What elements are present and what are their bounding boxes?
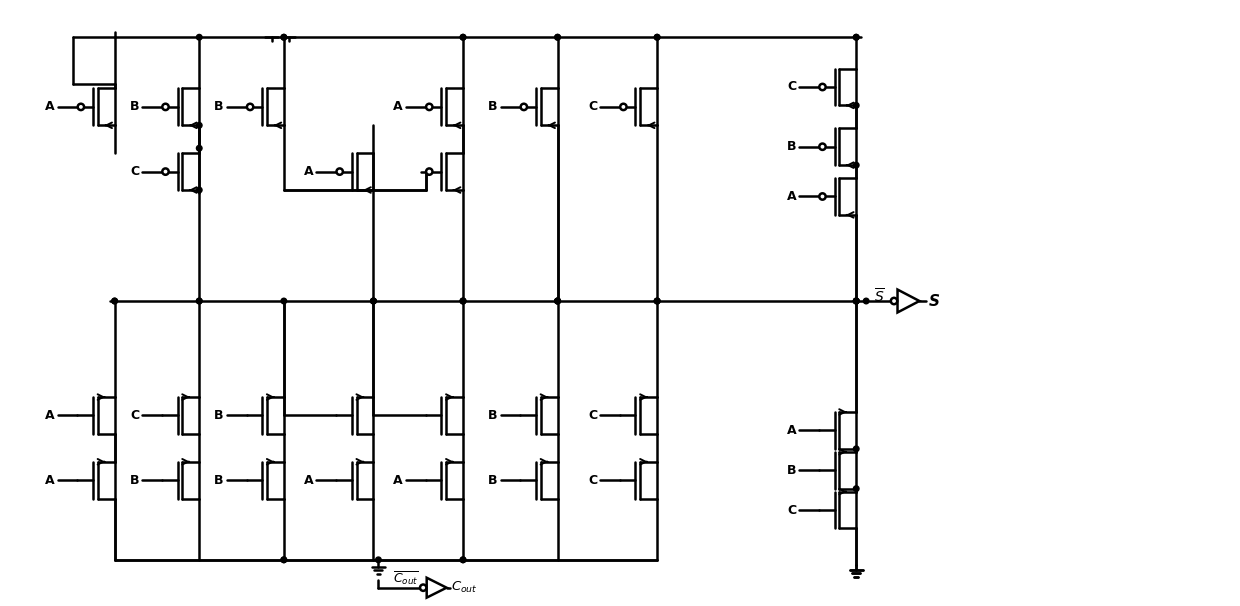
- Circle shape: [196, 35, 202, 40]
- Text: C: C: [130, 409, 139, 422]
- Text: A: A: [304, 165, 314, 178]
- Circle shape: [427, 168, 433, 175]
- Circle shape: [281, 557, 286, 562]
- Text: B: B: [786, 464, 796, 477]
- Text: C: C: [787, 504, 796, 516]
- Text: B: B: [489, 409, 497, 422]
- Circle shape: [820, 84, 826, 90]
- Circle shape: [620, 104, 626, 110]
- Circle shape: [371, 298, 376, 304]
- Circle shape: [460, 298, 466, 304]
- Circle shape: [554, 298, 560, 304]
- Circle shape: [655, 298, 660, 304]
- Circle shape: [863, 298, 869, 304]
- Circle shape: [853, 298, 859, 304]
- Circle shape: [853, 446, 859, 451]
- Text: B: B: [215, 474, 224, 487]
- Text: B: B: [489, 474, 497, 487]
- Text: A: A: [45, 101, 55, 113]
- Circle shape: [196, 187, 202, 193]
- Circle shape: [281, 557, 286, 562]
- Circle shape: [853, 298, 859, 304]
- Circle shape: [554, 298, 560, 304]
- Circle shape: [371, 298, 376, 304]
- Text: $\overline{C_{out}}$: $\overline{C_{out}}$: [393, 569, 419, 587]
- Circle shape: [820, 193, 826, 199]
- Circle shape: [196, 122, 202, 128]
- Text: A: A: [45, 409, 55, 422]
- Circle shape: [853, 298, 859, 304]
- Text: B: B: [215, 101, 224, 113]
- Circle shape: [162, 104, 169, 110]
- Circle shape: [853, 486, 859, 491]
- Text: A: A: [786, 424, 796, 437]
- Circle shape: [853, 35, 859, 40]
- Text: C: C: [588, 409, 598, 422]
- Text: C: C: [588, 101, 598, 113]
- Text: B: B: [489, 101, 497, 113]
- Text: S: S: [929, 293, 940, 308]
- Circle shape: [460, 557, 466, 562]
- Circle shape: [554, 298, 560, 304]
- Circle shape: [460, 298, 466, 304]
- Text: B: B: [786, 140, 796, 153]
- Circle shape: [820, 144, 826, 150]
- Circle shape: [78, 104, 84, 110]
- Circle shape: [655, 298, 660, 304]
- Text: $\overline{S}$: $\overline{S}$: [874, 287, 884, 305]
- Circle shape: [247, 104, 253, 110]
- Circle shape: [336, 168, 343, 175]
- Text: B: B: [130, 474, 139, 487]
- Circle shape: [853, 162, 859, 168]
- Circle shape: [655, 298, 660, 304]
- Text: B: B: [215, 409, 224, 422]
- Circle shape: [196, 298, 202, 304]
- Circle shape: [371, 298, 376, 304]
- Circle shape: [460, 35, 466, 40]
- Circle shape: [162, 168, 169, 175]
- Text: A: A: [393, 474, 403, 487]
- Text: C: C: [787, 81, 796, 93]
- Circle shape: [420, 585, 427, 591]
- Circle shape: [655, 35, 660, 40]
- Circle shape: [376, 557, 381, 562]
- Circle shape: [281, 35, 286, 40]
- Circle shape: [112, 298, 118, 304]
- Text: A: A: [393, 101, 403, 113]
- Circle shape: [112, 298, 118, 304]
- Text: C: C: [588, 474, 598, 487]
- Circle shape: [281, 298, 286, 304]
- Circle shape: [655, 35, 660, 40]
- Circle shape: [281, 35, 286, 40]
- Circle shape: [890, 298, 898, 304]
- Circle shape: [427, 104, 433, 110]
- Text: A: A: [45, 474, 55, 487]
- Circle shape: [554, 35, 560, 40]
- Circle shape: [554, 35, 560, 40]
- Circle shape: [196, 145, 202, 151]
- Circle shape: [460, 557, 466, 562]
- Text: $C_{out}$: $C_{out}$: [451, 580, 477, 595]
- Circle shape: [460, 35, 466, 40]
- Text: A: A: [786, 190, 796, 203]
- Circle shape: [554, 298, 560, 304]
- Circle shape: [853, 102, 859, 108]
- Text: A: A: [304, 474, 314, 487]
- Text: C: C: [130, 165, 139, 178]
- Circle shape: [460, 298, 466, 304]
- Circle shape: [853, 35, 859, 40]
- Circle shape: [853, 298, 859, 304]
- Circle shape: [521, 104, 527, 110]
- Circle shape: [196, 298, 202, 304]
- Text: B: B: [130, 101, 139, 113]
